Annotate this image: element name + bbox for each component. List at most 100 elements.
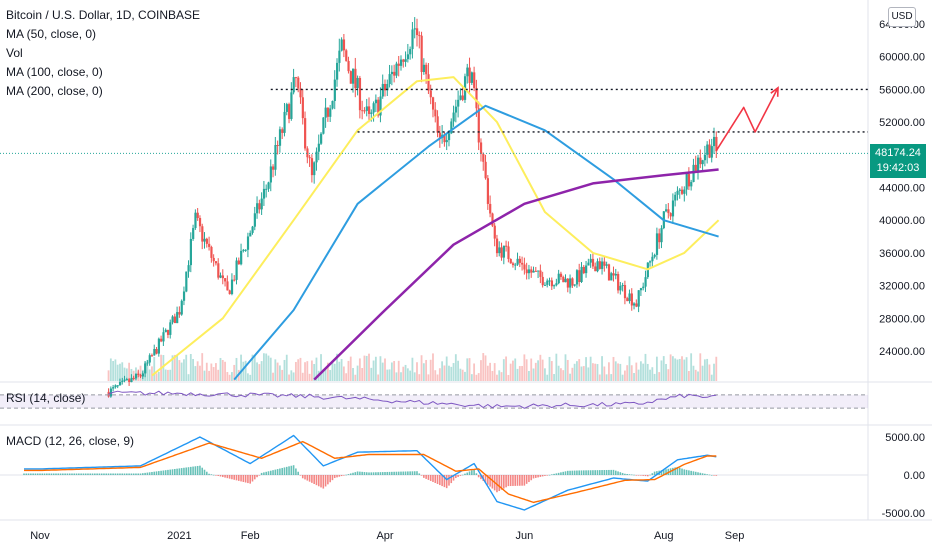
rsi-band <box>0 394 868 409</box>
volume-bar <box>651 367 654 381</box>
price-tick-label: 36000.00 <box>879 248 925 260</box>
candle-body <box>288 104 291 119</box>
candle-body <box>411 29 414 50</box>
legend-ma200[interactable]: MA (200, close, 0) <box>6 84 103 98</box>
macd-histogram-bar <box>619 472 622 475</box>
candle-body <box>653 254 656 257</box>
volume-bar <box>283 359 286 381</box>
candle-body <box>521 262 524 265</box>
volume-bar <box>493 363 496 381</box>
volume-bar <box>240 354 242 381</box>
macd-histogram-bar <box>425 475 427 479</box>
macd-histogram-bar <box>598 470 601 475</box>
volume-bar <box>251 354 254 381</box>
rsi-label[interactable]: RSI (14, close) <box>6 391 86 405</box>
volume-bar <box>694 369 697 381</box>
macd-histogram-bar <box>505 475 507 488</box>
macd-histogram-bar <box>601 470 603 475</box>
candle-body <box>649 261 652 263</box>
candle-body <box>482 153 485 162</box>
candle-body <box>137 373 140 376</box>
volume-bar <box>109 358 112 381</box>
macd-histogram-bar <box>665 469 667 475</box>
macd-histogram-bar <box>354 472 357 475</box>
volume-bar <box>244 360 247 381</box>
macd-histogram-bar <box>621 472 624 475</box>
macd-histogram-bar <box>301 475 304 479</box>
candle-body <box>265 188 268 190</box>
time-tick-label: Sep <box>725 530 745 542</box>
macd-histogram-bar <box>311 475 313 483</box>
volume-bar <box>541 359 544 381</box>
macd-histogram-bar <box>75 473 78 475</box>
volume-bar <box>610 374 613 381</box>
candle-body <box>626 298 629 302</box>
volume-bar <box>379 356 382 381</box>
volume-bar <box>267 355 270 381</box>
volume-bar <box>148 369 151 381</box>
macd-histogram-bar <box>160 470 162 475</box>
macd-histogram-bar <box>484 475 487 483</box>
volume-bar <box>498 370 501 381</box>
volume-bar <box>521 366 523 381</box>
macd-histogram-bar <box>375 472 377 475</box>
macd-histogram-bar <box>338 475 341 477</box>
macd-histogram-bar <box>635 475 638 476</box>
candle-body <box>468 67 471 83</box>
macd-histogram-bar <box>210 474 213 475</box>
volume-bar <box>372 360 375 381</box>
volume-bar <box>514 358 517 381</box>
volume-bar <box>523 354 526 381</box>
legend-symbol[interactable]: Bitcoin / U.S. Dollar, 1D, COINBASE <box>6 8 201 22</box>
macd-histogram-bar <box>594 470 596 475</box>
macd-histogram-bar <box>436 475 439 485</box>
candle-body <box>381 83 384 97</box>
macd-histogram-bar <box>697 472 699 475</box>
candle-body <box>148 355 151 363</box>
candle-body <box>562 276 565 283</box>
legend-vol[interactable]: Vol <box>6 46 23 60</box>
macd-histogram-bar <box>571 470 574 475</box>
candle-body <box>290 92 293 119</box>
candle-body <box>162 332 165 342</box>
candle-body <box>685 174 688 190</box>
candle-body <box>349 71 352 84</box>
volume-bar <box>703 359 706 381</box>
macd-histogram-bar <box>715 475 718 476</box>
candle-body <box>160 338 163 342</box>
volume-bar <box>326 362 329 381</box>
currency-button[interactable]: USD <box>888 7 916 27</box>
macd-histogram-bar <box>557 472 560 475</box>
volume-bar <box>655 356 658 381</box>
candle-body <box>399 59 403 66</box>
macd-histogram-bar <box>308 475 311 482</box>
candle-body <box>242 249 245 251</box>
macd-histogram-bar <box>471 470 473 475</box>
macd-histogram-bar <box>466 472 469 475</box>
volume-bar <box>146 359 149 381</box>
macd-label[interactable]: MACD (12, 26, close, 9) <box>6 434 135 448</box>
volume-bar <box>420 355 423 381</box>
macd-histogram-bar <box>368 472 370 475</box>
macd-histogram-bar <box>249 475 251 484</box>
candle-body <box>274 145 277 170</box>
price-tick-label: 60000.00 <box>879 52 925 64</box>
macd-histogram-bar <box>137 473 140 475</box>
price-tick-label: 44000.00 <box>879 183 925 195</box>
candle-body <box>585 265 588 274</box>
macd-histogram-bar <box>694 471 697 475</box>
legend-ma50[interactable]: MA (50, close, 0) <box>6 27 97 41</box>
rsi-line <box>108 390 717 409</box>
volume-bar <box>210 363 213 381</box>
candle-body <box>548 280 551 282</box>
candle-body <box>178 312 181 315</box>
volume-bar <box>692 365 695 381</box>
macd-histogram-bar <box>564 471 567 475</box>
macd-histogram-bar <box>25 473 28 475</box>
macd-histogram-bar <box>409 471 411 475</box>
macd-histogram-bar <box>247 475 249 484</box>
candle-body <box>610 273 613 281</box>
candle-body <box>546 280 549 285</box>
legend-ma100[interactable]: MA (100, close, 0) <box>6 65 103 79</box>
